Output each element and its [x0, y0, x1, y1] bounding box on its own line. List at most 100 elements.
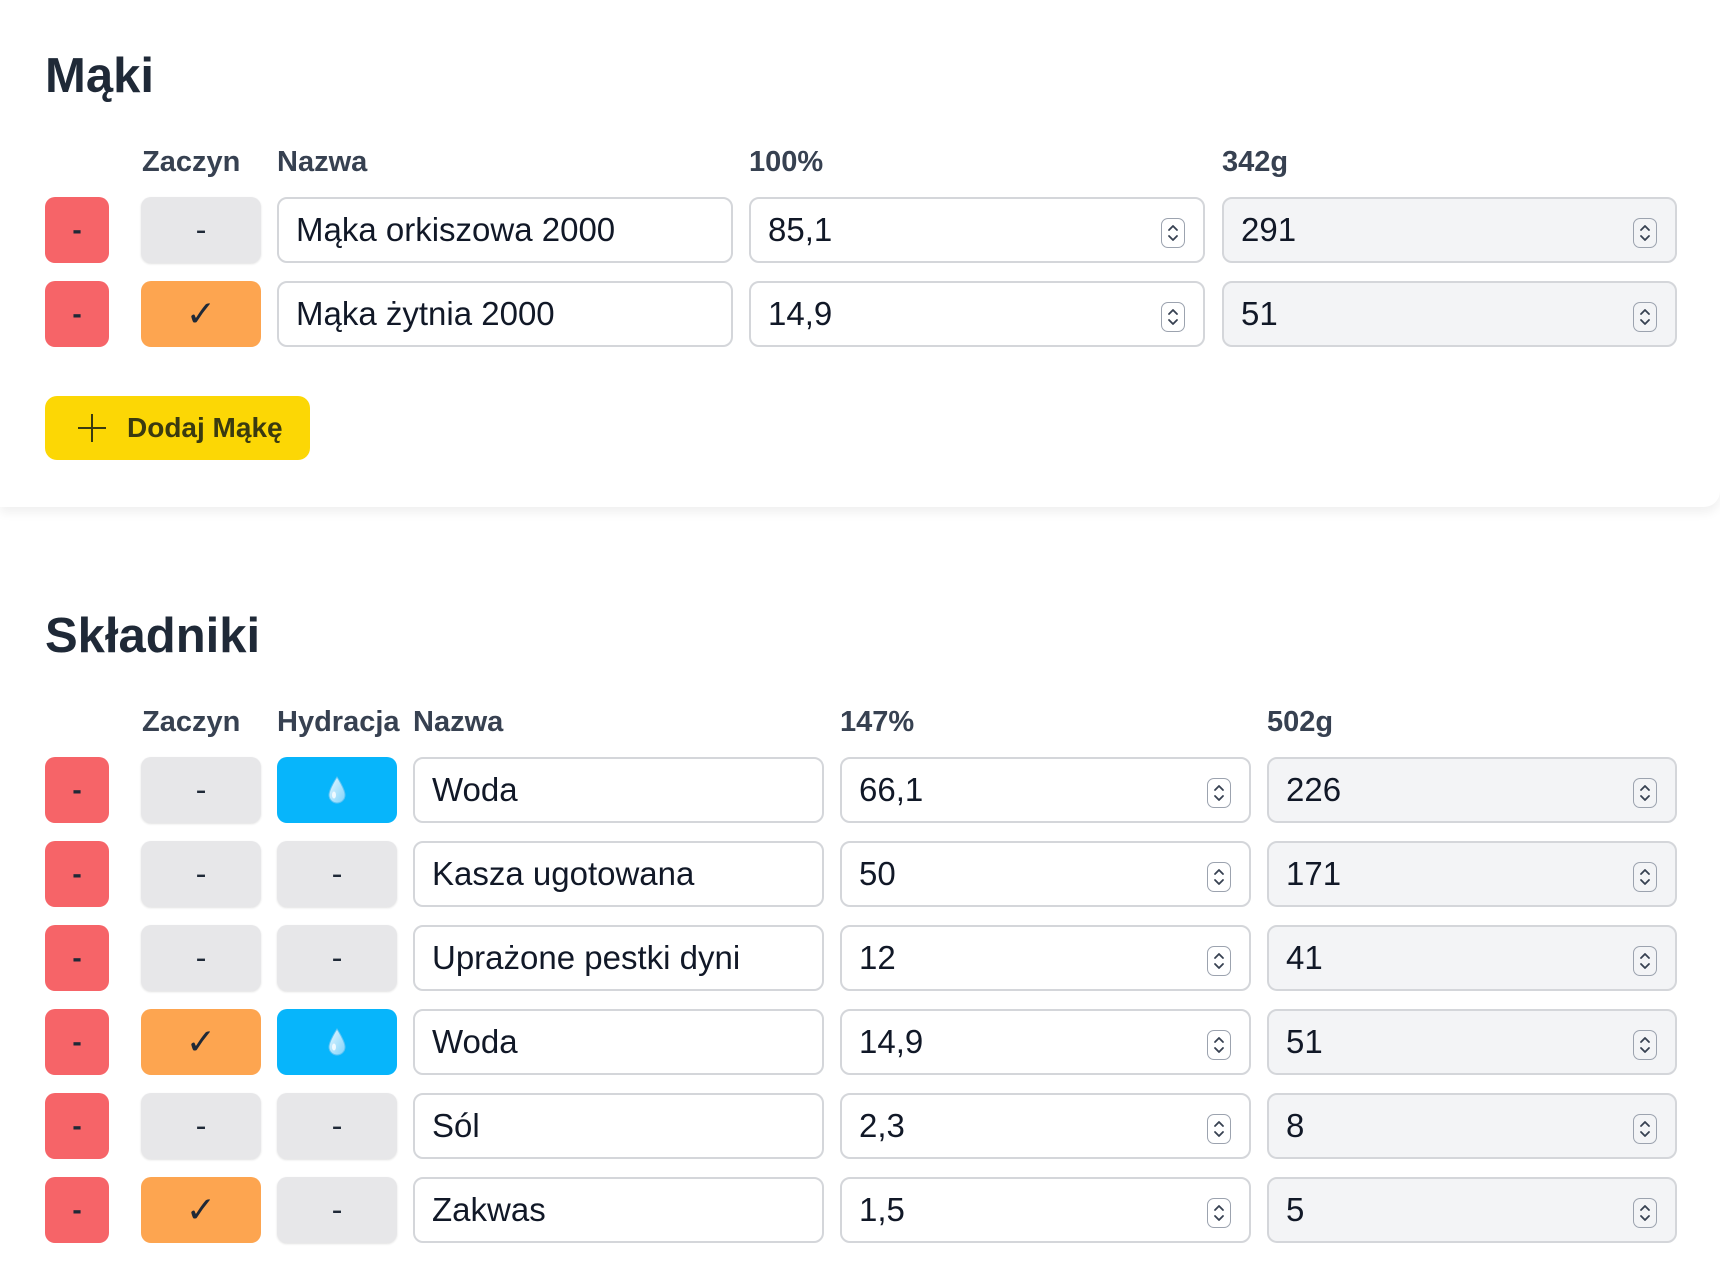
remove-row-button[interactable]: -	[45, 841, 109, 907]
ingredient-name-input[interactable]: Woda	[413, 1009, 824, 1075]
ingredient-percent-input[interactable]: 50	[840, 841, 1251, 907]
starter-toggle[interactable]: -	[141, 1093, 261, 1159]
remove-row-button[interactable]: -	[45, 197, 109, 263]
ingredient-name-input-value: Zakwas	[432, 1191, 546, 1228]
spinner-arrows-icon[interactable]	[1207, 778, 1231, 808]
ingredient-percent-input-value: 2,3	[859, 1107, 905, 1144]
ingredient-grams-input[interactable]: 51	[1267, 1009, 1677, 1075]
check-icon: ✓	[185, 293, 217, 335]
water-drop-icon	[326, 1026, 348, 1058]
ingredient-name-input-value: Woda	[432, 1023, 518, 1060]
ingredient-percent-input[interactable]: 66,1	[840, 757, 1251, 823]
hydration-toggle[interactable]	[277, 1009, 397, 1075]
flour-grams-input-value: 51	[1241, 295, 1278, 332]
check-icon: ✓	[185, 1021, 217, 1063]
flour-percent-input[interactable]: 14,9	[749, 281, 1205, 347]
ingredient-row: - - - Kasza ugotowana 50 171	[0, 841, 1720, 909]
ingredient-row: - - Woda 66,1 226	[0, 757, 1720, 825]
ingredient-grams-input[interactable]: 171	[1267, 841, 1677, 907]
flour-name-input[interactable]: Mąka żytnia 2000	[277, 281, 733, 347]
minus-icon: -	[72, 774, 82, 805]
ingredient-grams-input[interactable]: 41	[1267, 925, 1677, 991]
ingredient-row: - - - Sól 2,3 8	[0, 1093, 1720, 1161]
starter-toggle-label: -	[195, 940, 207, 976]
flour-name-input[interactable]: Mąka orkiszowa 2000	[277, 197, 733, 263]
spinner-arrows-icon[interactable]	[1633, 862, 1657, 892]
spinner-arrows-icon[interactable]	[1633, 1198, 1657, 1228]
starter-toggle[interactable]: -	[141, 841, 261, 907]
starter-toggle[interactable]: ✓	[141, 1177, 261, 1243]
spinner-arrows-icon[interactable]	[1161, 218, 1185, 248]
hydration-toggle[interactable]: -	[277, 925, 397, 991]
ingredient-grams-input[interactable]: 226	[1267, 757, 1677, 823]
spinner-arrows-icon[interactable]	[1633, 946, 1657, 976]
remove-row-button[interactable]: -	[45, 281, 109, 347]
flours-title: Mąki	[45, 49, 154, 103]
ingredient-name-input-value: Woda	[432, 771, 518, 808]
spinner-arrows-icon[interactable]	[1633, 302, 1657, 332]
add-flour-button[interactable]: Dodaj Mąkę	[45, 396, 310, 460]
ingredients-header-grams: 502g	[1267, 706, 1334, 738]
remove-row-button[interactable]: -	[45, 1177, 109, 1243]
check-icon: ✓	[185, 1189, 217, 1231]
spinner-arrows-icon[interactable]	[1207, 1030, 1231, 1060]
spinner-arrows-icon[interactable]	[1207, 1198, 1231, 1228]
starter-toggle[interactable]: -	[141, 197, 261, 263]
flour-name-input-value: Mąka żytnia 2000	[296, 295, 555, 332]
ingredient-percent-input[interactable]: 12	[840, 925, 1251, 991]
starter-toggle[interactable]: -	[141, 757, 261, 823]
spinner-arrows-icon[interactable]	[1161, 302, 1185, 332]
starter-toggle-label: -	[195, 1108, 207, 1144]
ingredient-name-input[interactable]: Kasza ugotowana	[413, 841, 824, 907]
ingredient-grams-input[interactable]: 8	[1267, 1093, 1677, 1159]
spinner-arrows-icon[interactable]	[1207, 1114, 1231, 1144]
flours-header-name: Nazwa	[277, 146, 368, 178]
flour-name-input-value: Mąka orkiszowa 2000	[296, 211, 616, 248]
flour-grams-input[interactable]: 51	[1222, 281, 1677, 347]
hydration-toggle[interactable]: -	[277, 1093, 397, 1159]
flour-grams-input[interactable]: 291	[1222, 197, 1677, 263]
ingredient-percent-input[interactable]: 1,5	[840, 1177, 1251, 1243]
ingredient-grams-input-value: 171	[1286, 855, 1342, 892]
ingredient-name-input[interactable]: Zakwas	[413, 1177, 824, 1243]
ingredient-percent-input-value: 50	[859, 855, 896, 892]
ingredient-percent-input-value: 66,1	[859, 771, 924, 808]
spinner-arrows-icon[interactable]	[1207, 946, 1231, 976]
minus-icon: -	[72, 214, 82, 245]
remove-row-button[interactable]: -	[45, 1093, 109, 1159]
spinner-arrows-icon[interactable]	[1633, 218, 1657, 248]
ingredient-percent-input[interactable]: 14,9	[840, 1009, 1251, 1075]
ingredient-percent-input-value: 1,5	[859, 1191, 905, 1228]
hydration-toggle[interactable]: -	[277, 1177, 397, 1243]
minus-icon: -	[72, 1026, 82, 1057]
ingredient-name-input[interactable]: Uprażone pestki dyni	[413, 925, 824, 991]
starter-toggle[interactable]: ✓	[141, 281, 261, 347]
remove-row-button[interactable]: -	[45, 757, 109, 823]
remove-row-button[interactable]: -	[45, 1009, 109, 1075]
starter-toggle-label: -	[195, 772, 207, 808]
flour-percent-input[interactable]: 85,1	[749, 197, 1205, 263]
flours-header-grams: 342g	[1222, 146, 1289, 178]
flour-row: - ✓ Mąka żytnia 2000 14,9 51	[0, 281, 1720, 349]
ingredient-name-input[interactable]: Woda	[413, 757, 824, 823]
ingredients-title: Składniki	[45, 609, 261, 663]
flour-row: - - Mąka orkiszowa 2000 85,1 291	[0, 197, 1720, 265]
minus-icon: -	[72, 1110, 82, 1141]
remove-row-button[interactable]: -	[45, 925, 109, 991]
starter-toggle[interactable]: -	[141, 925, 261, 991]
ingredient-percent-input[interactable]: 2,3	[840, 1093, 1251, 1159]
ingredient-name-input[interactable]: Sól	[413, 1093, 824, 1159]
spinner-arrows-icon[interactable]	[1633, 1030, 1657, 1060]
starter-toggle-label: -	[195, 212, 207, 248]
spinner-arrows-icon[interactable]	[1633, 778, 1657, 808]
spinner-arrows-icon[interactable]	[1633, 1114, 1657, 1144]
hydration-toggle[interactable]	[277, 757, 397, 823]
ingredients-header-name: Nazwa	[413, 706, 504, 738]
hydration-toggle-label: -	[331, 856, 343, 892]
hydration-toggle[interactable]: -	[277, 841, 397, 907]
flours-header-percent: 100%	[749, 146, 824, 178]
ingredient-grams-input[interactable]: 5	[1267, 1177, 1677, 1243]
spinner-arrows-icon[interactable]	[1207, 862, 1231, 892]
ingredient-name-input-value: Uprażone pestki dyni	[432, 939, 741, 976]
starter-toggle[interactable]: ✓	[141, 1009, 261, 1075]
